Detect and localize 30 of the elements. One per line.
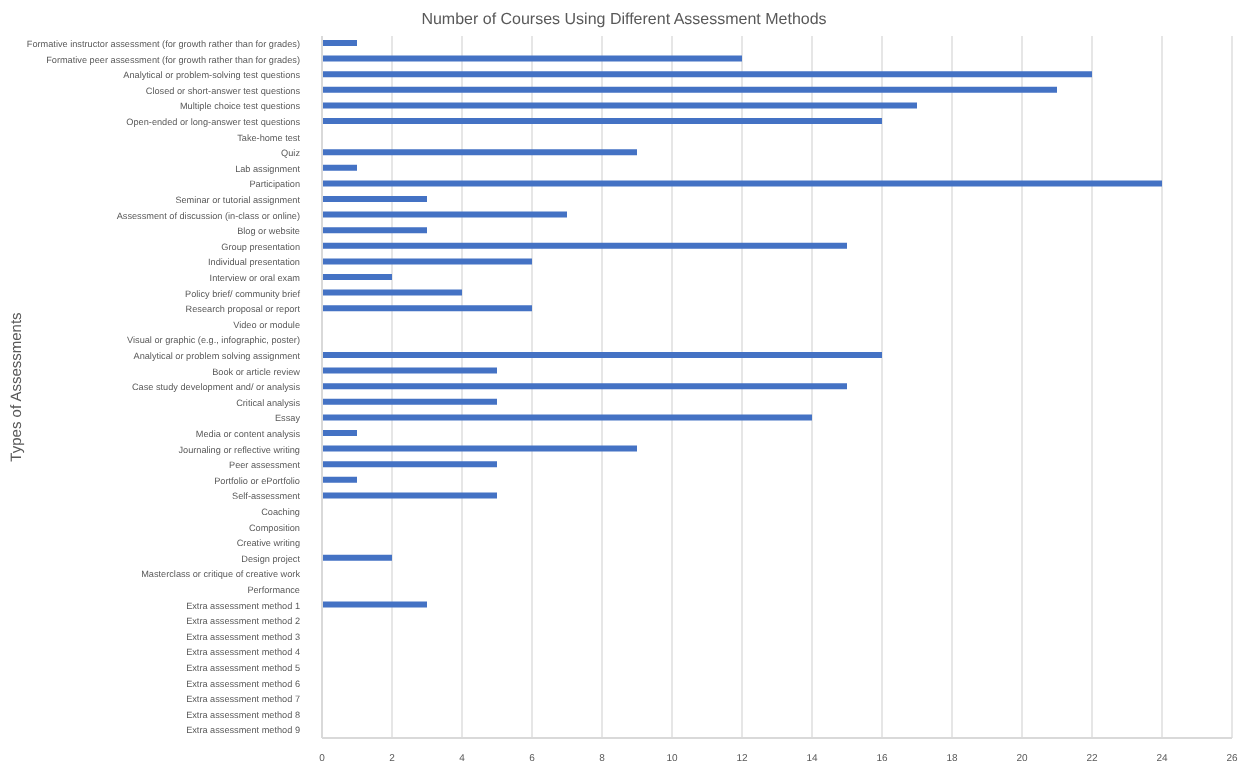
bar — [322, 305, 532, 312]
bar — [322, 242, 847, 249]
bar — [322, 196, 427, 202]
bar — [322, 40, 357, 46]
bar — [322, 352, 882, 358]
bar — [322, 71, 1092, 78]
bar — [322, 55, 742, 62]
bar — [322, 445, 637, 452]
bar — [322, 102, 917, 109]
bar — [322, 601, 427, 608]
bar — [322, 430, 357, 436]
bar — [322, 383, 847, 390]
bar — [322, 86, 1057, 93]
bar — [322, 554, 392, 561]
bar — [322, 289, 462, 296]
bar — [322, 367, 497, 374]
bar — [322, 258, 532, 265]
bar — [322, 211, 567, 218]
bar — [322, 461, 497, 468]
bar — [322, 227, 427, 234]
bar — [322, 118, 882, 124]
bar — [322, 180, 1162, 187]
chart-title: Number of Courses Using Different Assessment Methods — [419, 10, 829, 28]
bar — [322, 149, 637, 156]
bar — [322, 164, 357, 171]
bar — [322, 492, 497, 499]
bar — [322, 414, 812, 421]
bar — [322, 274, 392, 280]
bar — [322, 476, 357, 483]
bar — [322, 398, 497, 405]
